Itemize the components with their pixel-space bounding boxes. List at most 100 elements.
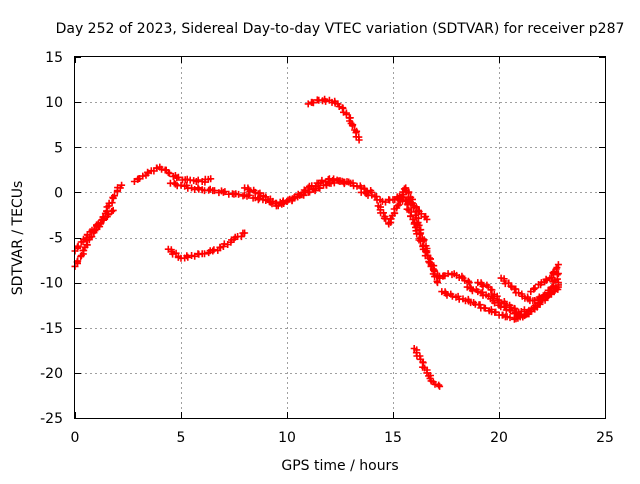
series-track-q: [527, 261, 562, 296]
y-tick-label: 5: [54, 140, 63, 156]
data-point: [109, 206, 117, 214]
data-point: [515, 289, 523, 297]
x-axis-label: GPS time / hours: [281, 458, 398, 474]
data-point: [108, 207, 116, 215]
x-tick-label: 10: [278, 430, 296, 446]
grid-lines: [75, 57, 605, 418]
data-point: [355, 136, 363, 144]
series-track-f: [164, 229, 249, 262]
series-track-k: [410, 345, 444, 390]
series-track-l: [436, 270, 473, 287]
data-point: [554, 261, 562, 269]
series-track-o: [474, 279, 528, 318]
data-point: [211, 187, 218, 195]
data-point: [235, 190, 243, 198]
x-tick-label: 25: [596, 430, 614, 446]
y-tick-label: -15: [40, 321, 63, 337]
data-point: [336, 177, 344, 185]
data-point: [465, 279, 473, 287]
data-point: [174, 173, 182, 181]
data-point: [90, 226, 98, 234]
data-point: [74, 242, 82, 250]
chart-title: Day 252 of 2023, Sidereal Day-to-day VTE…: [56, 21, 625, 37]
data-point: [347, 179, 355, 187]
series-track-g: [304, 95, 363, 144]
data-point: [481, 304, 489, 312]
data-point: [413, 224, 421, 231]
series-track-c: [130, 163, 215, 186]
series-track-b: [71, 206, 117, 255]
x-tick-label: 0: [71, 430, 80, 446]
data-point: [423, 215, 431, 223]
data-point: [435, 381, 443, 389]
data-point: [165, 169, 173, 177]
data-point: [443, 291, 451, 299]
data-point: [194, 176, 202, 184]
data-point: [548, 274, 556, 281]
data-point: [520, 306, 528, 314]
y-tick-label: -25: [40, 411, 63, 427]
data-point: [74, 257, 82, 265]
data-point: [111, 192, 118, 200]
x-tick-label: 15: [384, 430, 402, 446]
y-tick-label: 10: [45, 95, 63, 111]
data-point: [444, 270, 452, 278]
data-point: [335, 103, 343, 110]
data-point: [461, 276, 469, 284]
data-point: [436, 382, 444, 390]
data-point: [464, 277, 472, 285]
y-tick-label: -10: [40, 276, 63, 292]
data-point: [309, 99, 317, 107]
data-point: [88, 233, 96, 241]
data-point: [343, 178, 351, 186]
data-point: [104, 211, 112, 219]
x-tick-label: 5: [177, 430, 186, 446]
data-point: [237, 233, 245, 241]
series-track-e: [241, 175, 355, 210]
data-point: [431, 380, 439, 388]
data-point: [169, 250, 177, 258]
data-point: [427, 262, 435, 270]
data-point: [380, 209, 387, 217]
data-point: [184, 253, 192, 261]
data-point: [118, 181, 126, 189]
data-point: [531, 297, 539, 304]
data-point: [274, 202, 282, 210]
data-point: [554, 279, 562, 287]
series-track-p: [497, 274, 562, 305]
y-tick-label: -5: [49, 231, 63, 247]
y-tick-label: 0: [54, 185, 63, 201]
data-point: [94, 220, 102, 228]
data-point: [164, 169, 172, 176]
data-point: [531, 284, 539, 292]
data-point: [322, 97, 330, 105]
y-tick-label: -20: [40, 366, 63, 382]
y-axis-label: SDTVAR / TECUs: [10, 181, 26, 296]
data-points: [71, 95, 562, 390]
x-tick-label: 20: [490, 430, 508, 446]
data-point: [348, 122, 356, 130]
data-point: [139, 172, 147, 180]
data-point: [468, 287, 476, 295]
data-point: [201, 250, 208, 258]
data-point: [241, 229, 249, 237]
data-point: [549, 269, 557, 277]
data-point: [506, 314, 514, 322]
plot-frame: [74, 56, 606, 419]
data-point: [507, 282, 515, 290]
data-point: [479, 282, 487, 290]
series-track-j: [393, 193, 441, 287]
data-point: [417, 237, 425, 245]
data-point: [316, 184, 324, 192]
data-point: [430, 266, 438, 274]
data-point: [207, 175, 215, 183]
data-point: [330, 175, 338, 183]
data-point: [246, 188, 254, 195]
data-point: [304, 100, 312, 108]
data-point: [533, 303, 541, 311]
data-point: [221, 188, 229, 196]
data-point: [410, 204, 418, 212]
data-point: [318, 176, 326, 184]
